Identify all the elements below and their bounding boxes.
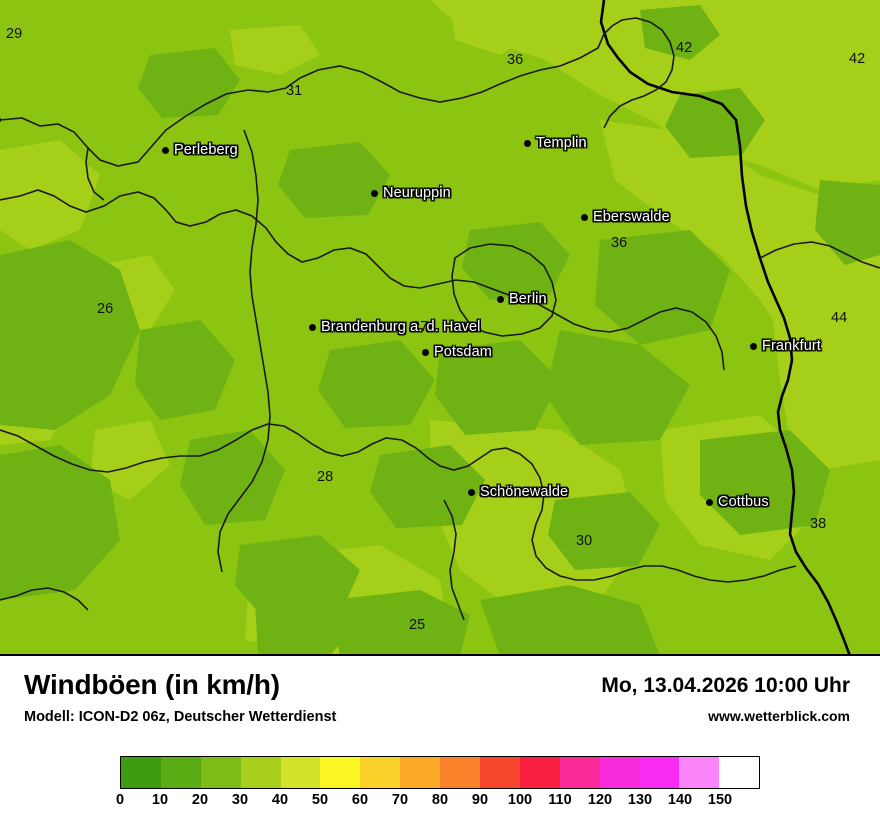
legend-tick: 90 bbox=[471, 792, 489, 808]
legend-swatch-3 bbox=[240, 757, 281, 788]
value-label: 25 bbox=[409, 617, 426, 633]
value-label: 42 bbox=[676, 40, 693, 56]
city-label: Neuruppin bbox=[383, 185, 451, 201]
city-dot-icon bbox=[162, 146, 169, 154]
city-marker-neuruppin[interactable]: Neuruppin bbox=[371, 185, 451, 201]
legend-swatch-15 bbox=[719, 757, 759, 788]
value-label: 38 bbox=[810, 516, 827, 532]
legend-tick: 10 bbox=[151, 792, 169, 808]
city-dot-icon bbox=[581, 213, 588, 221]
city-dot-icon bbox=[422, 348, 429, 356]
value-label: 28 bbox=[317, 469, 334, 485]
city-label: Cottbus bbox=[718, 494, 769, 510]
legend-swatch-12 bbox=[599, 757, 640, 788]
map-footer: Windböen (in km/h) Modell: ICON-D2 06z, … bbox=[0, 656, 880, 830]
city-dot-icon bbox=[371, 189, 378, 197]
page-title: Windböen (in km/h) bbox=[24, 669, 280, 700]
legend-tick: 150 bbox=[707, 792, 733, 808]
city-label: Berlin bbox=[509, 291, 547, 307]
value-label: 36 bbox=[611, 235, 628, 251]
legend-swatch-4 bbox=[280, 757, 321, 788]
national-border bbox=[599, 0, 851, 654]
legend-swatch-1 bbox=[160, 757, 201, 788]
city-label: Perleberg bbox=[174, 142, 238, 158]
value-label: 44 bbox=[831, 310, 848, 326]
legend-colorbar: 0 10 20 30 40 50 60 70 80 90 100 110 120 130 140 150 bbox=[116, 756, 760, 815]
city-label: Templin bbox=[536, 135, 587, 151]
legend-tick: 0 bbox=[115, 792, 125, 808]
value-label: 27 bbox=[412, 319, 429, 335]
title-block: Windböen (in km/h) Modell: ICON-D2 06z, … bbox=[24, 669, 337, 725]
legend-tick: 110 bbox=[548, 792, 572, 808]
legend-tick: 80 bbox=[431, 792, 449, 808]
map-raster-and-borders bbox=[0, 0, 880, 654]
city-marker-potsdam[interactable]: Potsdam bbox=[422, 344, 492, 360]
city-label: Brandenburg a. d. Havel bbox=[321, 319, 481, 335]
city-dot-icon bbox=[468, 488, 475, 496]
legend-tick: 40 bbox=[271, 792, 289, 808]
city-dot-icon bbox=[706, 498, 713, 506]
city-dot-icon bbox=[524, 139, 531, 147]
city-label: Schönewalde bbox=[480, 484, 569, 500]
legend-tick: 30 bbox=[231, 792, 249, 808]
city-marker-brandenburg-an-der-havel[interactable]: Brandenburg a. d. Havel bbox=[309, 319, 481, 335]
legend-tick: 120 bbox=[587, 792, 613, 808]
city-marker-berlin[interactable]: Berlin bbox=[497, 291, 547, 307]
legend-tick: 130 bbox=[627, 792, 653, 808]
city-marker-cottbus[interactable]: Cottbus bbox=[706, 494, 769, 510]
legend-tick: 60 bbox=[351, 792, 369, 808]
forecast-timestamp: Mo, 13.04.2026 10:00 Uhr bbox=[601, 674, 850, 697]
legend-swatch-9 bbox=[479, 757, 520, 788]
value-label: 42 bbox=[849, 51, 866, 67]
legend-tick: 140 bbox=[667, 792, 693, 808]
city-marker-frankfurt[interactable]: Frankfurt bbox=[750, 338, 821, 354]
city-marker-eberswalde[interactable]: Eberswalde bbox=[581, 209, 670, 225]
legend-swatch-5 bbox=[320, 757, 361, 788]
legend-tick: 100 bbox=[507, 792, 533, 808]
legend-swatch-2 bbox=[200, 757, 241, 788]
state-borders bbox=[0, 17, 880, 621]
city-marker-templin[interactable]: Templin bbox=[524, 135, 587, 151]
city-marker-schoenewalde[interactable]: Schönewalde bbox=[468, 484, 568, 500]
website-label: www.wetterblick.com bbox=[708, 708, 850, 724]
legend-swatches bbox=[120, 756, 760, 789]
city-label: Potsdam bbox=[434, 344, 492, 360]
city-dot-icon bbox=[750, 342, 757, 350]
legend-tick: 50 bbox=[311, 792, 329, 808]
legend-tick: 20 bbox=[191, 792, 209, 808]
city-marker-perleberg[interactable]: Perleberg bbox=[162, 142, 238, 158]
value-label: 26 bbox=[97, 301, 114, 317]
legend-swatch-14 bbox=[679, 757, 720, 788]
weather-map[interactable]: 29 36 42 42 31 36 26 44 27 28 30 38 25 P… bbox=[0, 0, 880, 656]
legend-swatch-13 bbox=[639, 757, 680, 788]
legend-tick: 70 bbox=[391, 792, 409, 808]
city-label: Frankfurt bbox=[762, 338, 821, 354]
value-label: 30 bbox=[576, 533, 593, 549]
legend-swatch-6 bbox=[360, 757, 401, 788]
legend-swatch-11 bbox=[559, 757, 600, 788]
city-dot-icon bbox=[309, 323, 316, 331]
city-label: Eberswalde bbox=[593, 209, 670, 225]
model-subtitle: Modell: ICON-D2 06z, Deutscher Wetterdie… bbox=[24, 708, 337, 725]
city-dot-icon bbox=[497, 295, 504, 303]
value-label: 29 bbox=[6, 26, 23, 42]
legend-swatch-7 bbox=[400, 757, 440, 788]
value-label: 36 bbox=[507, 52, 524, 68]
legend-swatch-10 bbox=[519, 757, 560, 788]
wind-shade-dark bbox=[0, 5, 880, 654]
legend-swatch-0 bbox=[121, 757, 161, 788]
legend-swatch-8 bbox=[440, 757, 480, 788]
legend-tick-labels: 0 10 20 30 40 50 60 70 80 90 100 110 120 130 140 150 bbox=[116, 789, 760, 815]
timestamp-block: Mo, 13.04.2026 10:00 Uhr www.wetterblick… bbox=[601, 674, 850, 724]
value-label: 31 bbox=[286, 83, 303, 99]
